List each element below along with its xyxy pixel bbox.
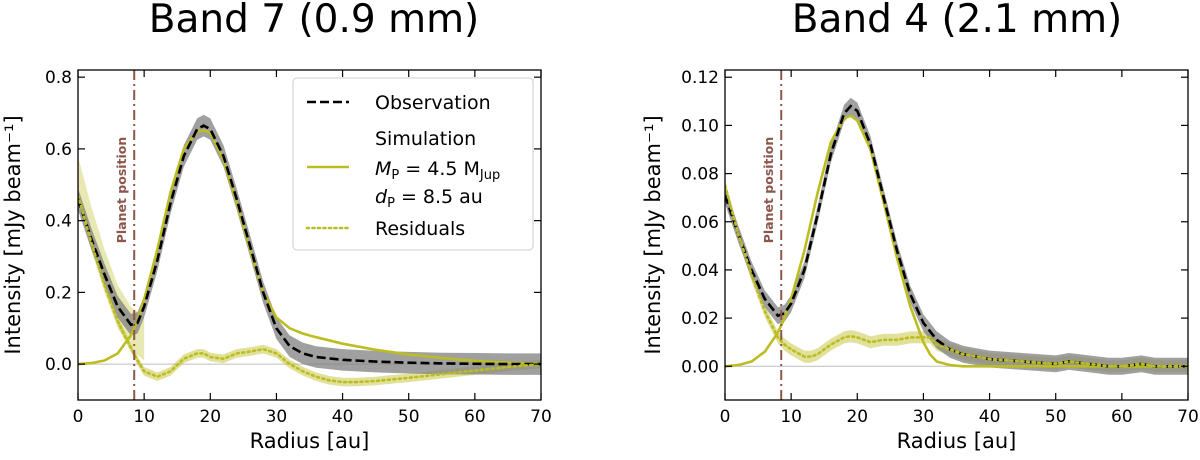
x-axis-label: Radius [au] xyxy=(250,429,370,453)
x-tick-label: 70 xyxy=(1177,407,1199,427)
y-axis-label: Intensity [mJy beam⁻¹] xyxy=(1,115,25,354)
y-tick-label: 0.02 xyxy=(681,309,719,329)
x-tick-label: 40 xyxy=(332,407,354,427)
legend-mass-unit: Jup xyxy=(479,168,500,183)
planet-position-label: Planet position xyxy=(114,137,129,244)
plot-frame xyxy=(77,69,542,401)
y-tick-label: 0.12 xyxy=(681,68,719,88)
x-tick-label: 60 xyxy=(464,407,486,427)
x-tick-label: 50 xyxy=(398,407,420,427)
planet-position-label: Planet position xyxy=(761,137,776,244)
y-tick-label: 0.6 xyxy=(45,140,72,160)
chart-band7: Band 7 (0.9 mm) Planet position 0 10 20 30 40 5… xyxy=(1,0,552,453)
legend-simulation-label: Simulation xyxy=(375,128,476,150)
x-tick-label: 0 xyxy=(73,407,84,427)
x-tick-label: 30 xyxy=(266,407,288,427)
legend-residuals-label: Residuals xyxy=(375,218,465,240)
legend-dist-sub: P xyxy=(387,196,395,211)
x-tick-label: 50 xyxy=(1045,407,1067,427)
x-tick-label: 20 xyxy=(199,407,221,427)
chart-title: Band 7 (0.9 mm) xyxy=(149,0,480,42)
y-tick-label: 0.06 xyxy=(681,213,719,233)
x-tick-label: 40 xyxy=(979,407,1001,427)
x-tick-label: 0 xyxy=(720,407,731,427)
legend-mass-symbol: M xyxy=(375,158,391,180)
x-tick-label: 10 xyxy=(780,407,802,427)
residuals-uncertainty-band xyxy=(725,179,1188,373)
x-axis-label: Radius [au] xyxy=(897,429,1017,453)
x-tick-label: 70 xyxy=(530,407,552,427)
legend-dist-symbol: d xyxy=(375,186,388,208)
observation-uncertainty-band xyxy=(725,97,1188,375)
plot-area xyxy=(78,70,541,400)
y-tick-label: 0.2 xyxy=(45,283,72,303)
observation-line xyxy=(725,104,1188,368)
y-tick-label: 0.00 xyxy=(681,357,719,377)
x-tick-label: 60 xyxy=(1111,407,1133,427)
y-tick-label: 0.08 xyxy=(681,165,719,185)
legend-mass-sub: P xyxy=(391,168,399,183)
plot-frame xyxy=(724,69,1189,401)
chart-band4: Band 4 (2.1 mm) Planet position 0 10 20 30 40 5… xyxy=(641,0,1199,453)
y-tick-label: 0.10 xyxy=(681,116,719,136)
residuals-line xyxy=(725,184,1188,368)
y-tick-label: 0.8 xyxy=(45,68,72,88)
y-tick-label: 0.04 xyxy=(681,261,719,281)
plot-area xyxy=(725,70,1188,400)
chart-title: Band 4 (2.1 mm) xyxy=(792,0,1123,42)
legend-planet-mass: MP = 4.5 MJup xyxy=(375,158,500,183)
y-tick-label: 0.0 xyxy=(45,355,72,375)
residuals-line xyxy=(78,194,541,384)
x-tick-label: 10 xyxy=(133,407,155,427)
y-axis-label: Intensity [mJy beam⁻¹] xyxy=(641,115,665,354)
legend-dist-value: = 8.5 au xyxy=(395,186,483,208)
legend-observation-label: Observation xyxy=(375,92,491,114)
simulation-line xyxy=(725,114,1188,368)
x-tick-label: 30 xyxy=(913,407,935,427)
legend-frame xyxy=(292,77,534,251)
y-tick-label: 0.4 xyxy=(45,212,72,232)
legend-mass-value: = 4.5 M xyxy=(399,158,480,180)
x-tick-label: 20 xyxy=(846,407,868,427)
legend-planet-distance: dP = 8.5 au xyxy=(375,186,483,211)
